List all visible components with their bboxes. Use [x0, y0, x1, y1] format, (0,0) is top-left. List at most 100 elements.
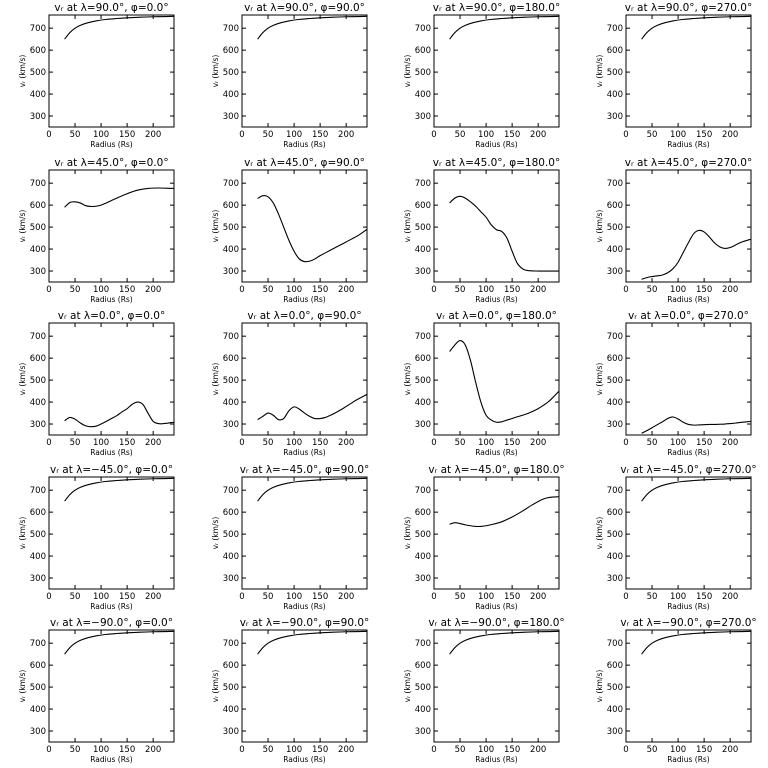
y-tick-label: 500	[223, 223, 239, 233]
y-axis-label: vᵣ (km/s)	[211, 363, 220, 396]
plot-frame	[433, 14, 560, 128]
series-line	[257, 195, 368, 263]
plot-frame	[48, 322, 175, 436]
x-tick-label: 200	[530, 592, 546, 602]
chart-panel: vᵣ at λ=0.0°, φ=180.0° 0 50 100 150 200 300 400…	[403, 310, 560, 457]
panel-title: vᵣ at λ=0.0°, φ=0.0°	[58, 310, 165, 322]
series-line	[641, 630, 752, 655]
plot-frame	[48, 14, 175, 128]
y-tick-label: 700	[607, 24, 623, 34]
x-tick-label: 0	[431, 285, 436, 295]
y-tick-label: 400	[223, 398, 239, 408]
x-tick-label: 200	[722, 745, 738, 755]
x-axis-label: Radius (Rs)	[667, 602, 710, 611]
y-tick-label: 400	[30, 398, 46, 408]
x-tick-label: 200	[530, 745, 546, 755]
y-axis-label: vᵣ (km/s)	[403, 670, 412, 703]
x-tick-label: 0	[46, 592, 51, 602]
y-tick-label: 400	[30, 245, 46, 255]
x-tick-label: 150	[119, 592, 135, 602]
x-tick-label: 50	[455, 438, 466, 448]
x-tick-label: 0	[623, 285, 628, 295]
y-tick-label: 500	[223, 376, 239, 386]
y-axis-label: vᵣ (km/s)	[211, 517, 220, 550]
y-tick-label: 300	[415, 112, 431, 122]
plot-frame	[433, 476, 560, 590]
plot-frame	[433, 629, 560, 743]
x-tick-label: 0	[239, 130, 244, 140]
x-tick-label: 50	[263, 438, 274, 448]
y-tick-label: 400	[607, 398, 623, 408]
y-tick-label: 600	[30, 354, 46, 364]
y-tick-label: 400	[30, 705, 46, 715]
series-line	[64, 187, 175, 208]
x-tick-label: 150	[312, 130, 328, 140]
x-tick-label: 200	[145, 130, 161, 140]
x-tick-label: 150	[119, 130, 135, 140]
panel-title: vᵣ at λ=−90.0°, φ=270.0°	[620, 617, 756, 629]
x-tick-label: 100	[670, 592, 686, 602]
x-tick-label: 0	[431, 438, 436, 448]
chart-panel: vᵣ at λ=0.0°, φ=90.0° 0 50 100 150 200 300 400 5…	[211, 310, 368, 457]
series-line	[449, 630, 560, 655]
plot-frame	[241, 322, 368, 436]
y-tick-label: 500	[30, 68, 46, 78]
y-tick-label: 300	[607, 112, 623, 122]
y-tick-label: 500	[607, 223, 623, 233]
plot-frame	[241, 476, 368, 590]
y-tick-label: 500	[223, 68, 239, 78]
panel-title: vᵣ at λ=0.0°, φ=90.0°	[247, 310, 361, 322]
y-tick-label: 700	[223, 639, 239, 649]
panel-title: vᵣ at λ=−45.0°, φ=0.0°	[50, 464, 173, 476]
x-tick-label: 0	[431, 592, 436, 602]
y-tick-label: 600	[607, 661, 623, 671]
x-axis-label: Radius (Rs)	[90, 602, 133, 611]
x-tick-label: 150	[312, 438, 328, 448]
series-line	[64, 15, 175, 40]
plot-frame	[241, 14, 368, 128]
panel-title: vᵣ at λ=−90.0°, φ=90.0°	[240, 617, 370, 629]
x-axis-label: Radius (Rs)	[667, 295, 710, 304]
chart-panel: vᵣ at λ=90.0°, φ=180.0° 0 50 100 150 200 300 40…	[403, 2, 560, 149]
y-tick-label: 500	[415, 68, 431, 78]
y-tick-label: 300	[30, 267, 46, 277]
x-tick-label: 200	[722, 438, 738, 448]
x-tick-label: 150	[119, 745, 135, 755]
x-tick-label: 150	[504, 285, 520, 295]
plot-frame	[241, 629, 368, 743]
x-tick-label: 100	[478, 745, 494, 755]
x-tick-label: 100	[478, 592, 494, 602]
series-line	[257, 477, 368, 502]
y-tick-label: 300	[607, 727, 623, 737]
x-tick-label: 0	[623, 592, 628, 602]
y-tick-label: 400	[607, 245, 623, 255]
panel-title: vᵣ at λ=0.0°, φ=270.0°	[628, 310, 749, 322]
y-tick-label: 400	[607, 90, 623, 100]
y-tick-label: 600	[30, 46, 46, 56]
plot-frame	[625, 14, 752, 128]
y-tick-label: 500	[607, 683, 623, 693]
y-tick-label: 600	[30, 201, 46, 211]
x-tick-label: 200	[338, 592, 354, 602]
panel-title: vᵣ at λ=90.0°, φ=270.0°	[625, 2, 753, 14]
series-line	[257, 15, 368, 40]
x-tick-label: 100	[93, 592, 109, 602]
y-axis-label: vᵣ (km/s)	[18, 517, 27, 550]
y-tick-label: 400	[223, 552, 239, 562]
series-line	[449, 15, 560, 40]
x-tick-label: 50	[263, 592, 274, 602]
y-tick-label: 700	[30, 486, 46, 496]
y-tick-label: 700	[223, 332, 239, 342]
x-axis-label: Radius (Rs)	[475, 602, 518, 611]
plot-frame	[625, 169, 752, 283]
y-axis-label: vᵣ (km/s)	[211, 210, 220, 243]
y-tick-label: 600	[223, 354, 239, 364]
y-axis-label: vᵣ (km/s)	[18, 363, 27, 396]
x-tick-label: 150	[119, 285, 135, 295]
x-axis-label: Radius (Rs)	[283, 448, 326, 457]
y-tick-label: 400	[415, 398, 431, 408]
plot-frame	[625, 476, 752, 590]
x-axis-label: Radius (Rs)	[90, 140, 133, 149]
y-tick-label: 700	[30, 24, 46, 34]
x-axis-label: Radius (Rs)	[90, 755, 133, 764]
